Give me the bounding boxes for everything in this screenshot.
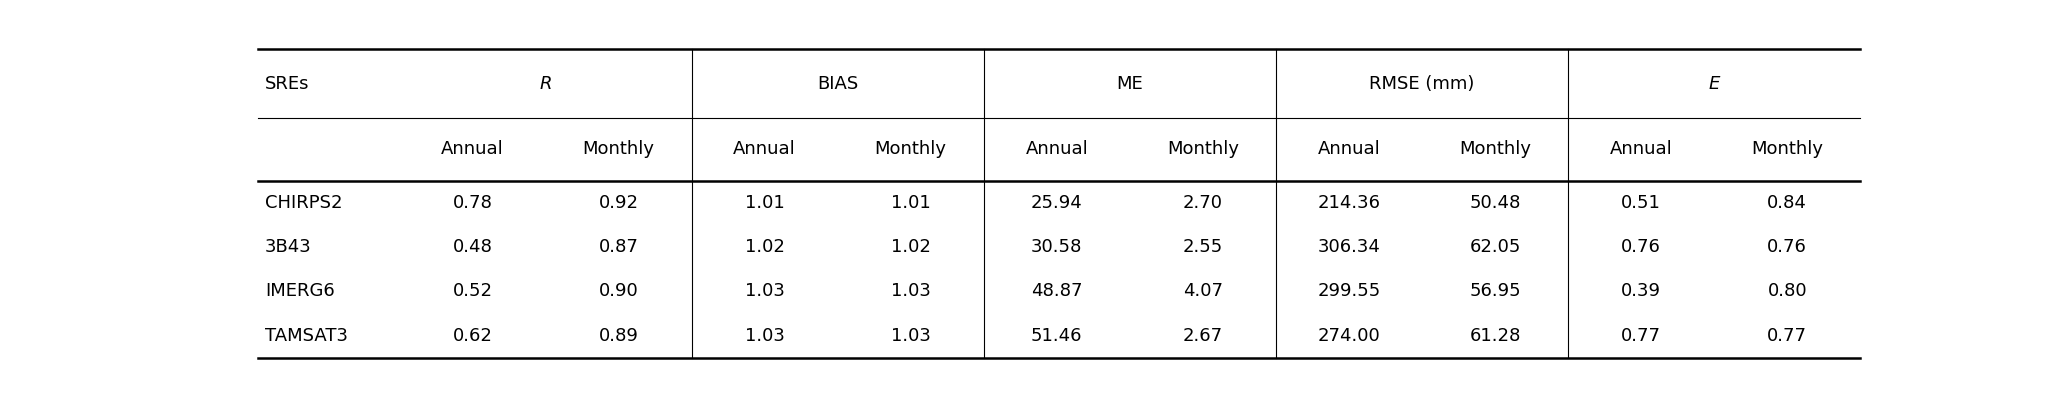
Text: 51.46: 51.46 [1031,327,1083,345]
Text: 0.76: 0.76 [1767,238,1807,256]
Text: 1.03: 1.03 [891,327,930,345]
Text: R: R [539,75,552,93]
Text: Monthly: Monthly [583,140,655,158]
Text: CHIRPS2: CHIRPS2 [265,194,343,212]
Text: 0.78: 0.78 [453,194,492,212]
Text: 0.77: 0.77 [1767,327,1807,345]
Text: 1.03: 1.03 [891,282,930,300]
Text: 0.77: 0.77 [1621,327,1662,345]
Text: 2.55: 2.55 [1182,238,1224,256]
Text: 25.94: 25.94 [1031,194,1083,212]
Text: 1.02: 1.02 [891,238,930,256]
Text: Monthly: Monthly [874,140,947,158]
Text: Monthly: Monthly [1168,140,1238,158]
Text: Monthly: Monthly [1751,140,1823,158]
Text: 0.52: 0.52 [453,282,492,300]
Text: 4.07: 4.07 [1182,282,1224,300]
Text: 274.00: 274.00 [1317,327,1381,345]
Text: TAMSAT3: TAMSAT3 [265,327,347,345]
Text: 50.48: 50.48 [1470,194,1521,212]
Text: 0.84: 0.84 [1767,194,1807,212]
Text: 0.92: 0.92 [599,194,639,212]
Text: 1.02: 1.02 [744,238,785,256]
Text: BIAS: BIAS [816,75,858,93]
Text: ME: ME [1116,75,1143,93]
Text: E: E [1709,75,1720,93]
Text: SREs: SREs [265,75,310,93]
Text: 306.34: 306.34 [1317,238,1381,256]
Text: Annual: Annual [734,140,796,158]
Text: 214.36: 214.36 [1317,194,1381,212]
Text: 48.87: 48.87 [1031,282,1083,300]
Text: 0.48: 0.48 [453,238,492,256]
Text: 1.03: 1.03 [744,282,785,300]
Text: 0.80: 0.80 [1767,282,1807,300]
Text: 62.05: 62.05 [1470,238,1521,256]
Text: 0.90: 0.90 [599,282,639,300]
Text: 0.51: 0.51 [1621,194,1662,212]
Text: 0.62: 0.62 [453,327,492,345]
Text: 299.55: 299.55 [1317,282,1381,300]
Text: 30.58: 30.58 [1031,238,1083,256]
Text: 1.01: 1.01 [891,194,930,212]
Text: Annual: Annual [1317,140,1381,158]
Text: 0.39: 0.39 [1621,282,1662,300]
Text: 1.03: 1.03 [744,327,785,345]
Text: 2.70: 2.70 [1182,194,1224,212]
Text: 0.76: 0.76 [1621,238,1662,256]
Text: 3B43: 3B43 [265,238,312,256]
Text: Annual: Annual [1025,140,1087,158]
Text: 61.28: 61.28 [1470,327,1521,345]
Text: Annual: Annual [440,140,504,158]
Text: Annual: Annual [1610,140,1672,158]
Text: 0.87: 0.87 [599,238,639,256]
Text: 56.95: 56.95 [1470,282,1521,300]
Text: IMERG6: IMERG6 [265,282,335,300]
Text: 0.89: 0.89 [599,327,639,345]
Text: Monthly: Monthly [1459,140,1532,158]
Text: 2.67: 2.67 [1182,327,1224,345]
Text: 1.01: 1.01 [744,194,785,212]
Text: RMSE (mm): RMSE (mm) [1368,75,1474,93]
